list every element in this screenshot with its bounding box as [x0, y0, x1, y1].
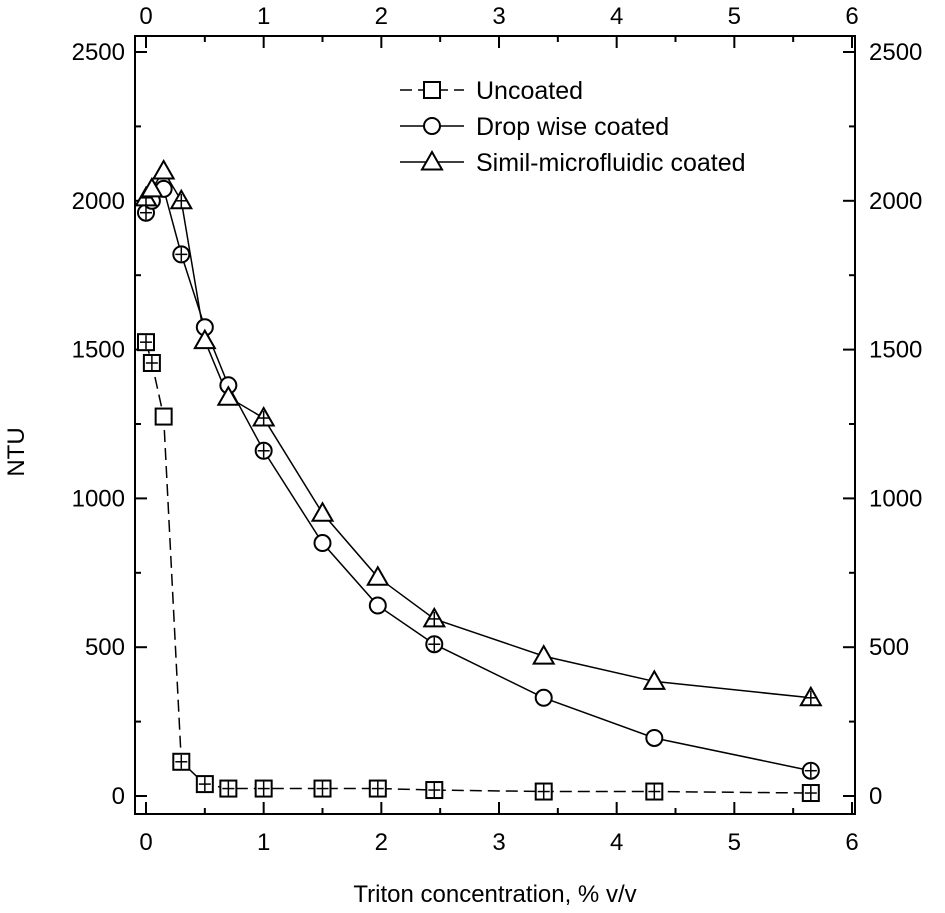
y-tick-label-right: 2500 [869, 39, 922, 66]
data-point [313, 779, 332, 798]
data-point [366, 565, 390, 586]
x-tick-label-top: 1 [257, 3, 270, 30]
data-point [645, 728, 664, 747]
data-point [254, 441, 273, 460]
x-tick-label-bottom: 2 [375, 829, 388, 856]
y-tick-label-left: 2500 [72, 39, 125, 66]
data-point [425, 635, 444, 654]
x-tick-label-bottom: 4 [610, 829, 623, 856]
data-point [140, 176, 164, 198]
triangle-marker [140, 176, 164, 198]
data-point [195, 775, 214, 794]
series-line-3 [145, 169, 811, 699]
legend: Uncoated Drop wise coated Simil-microfluid… [400, 77, 746, 177]
series-lines [145, 169, 811, 794]
x-tick-label-bottom: 5 [728, 829, 741, 856]
circle-marker [313, 534, 332, 553]
y-tick-label-right: 2000 [869, 188, 922, 215]
y-tick-label-right: 500 [869, 634, 909, 661]
data-point [801, 761, 820, 780]
circle-marker [423, 117, 441, 135]
y-tick-label-right: 1500 [869, 337, 922, 364]
y-tick-label-right: 0 [869, 783, 882, 810]
triangle-marker [420, 149, 444, 171]
series-markers [134, 159, 823, 803]
legend-label: Drop wise coated [476, 113, 669, 141]
data-point [151, 159, 176, 180]
data-point [169, 188, 194, 210]
x-tick-label-top: 5 [728, 3, 741, 30]
triangle-marker [531, 644, 556, 665]
data-point [422, 606, 447, 628]
data-point [310, 501, 335, 522]
circle-marker [368, 596, 387, 615]
triangle-marker [366, 565, 390, 586]
y-axis-title: NTU [3, 427, 30, 476]
legend-marker [423, 81, 441, 99]
data-point [172, 245, 191, 264]
y-tick-label-left: 500 [85, 634, 125, 661]
data-point [154, 407, 173, 426]
x-tick-label-bottom: 0 [139, 829, 152, 856]
data-point [799, 685, 823, 707]
circle-marker [645, 728, 664, 747]
data-point [313, 534, 332, 553]
data-point [801, 784, 820, 803]
data-point [645, 782, 664, 801]
x-tick-label-top: 2 [375, 3, 388, 30]
data-point [425, 781, 444, 800]
circle-marker [534, 688, 553, 707]
y-tick-label-left: 1500 [72, 337, 125, 364]
x-tick-label-top: 0 [139, 3, 152, 30]
triangle-marker [151, 159, 176, 180]
y-tick-label-left: 1000 [72, 485, 125, 512]
data-point [137, 333, 155, 352]
data-point [368, 779, 387, 798]
data-point [534, 688, 553, 707]
data-point [172, 752, 191, 771]
square-marker [423, 81, 441, 99]
data-point [251, 406, 276, 427]
triangle-marker [310, 501, 335, 522]
legend-label: Uncoated [476, 77, 583, 105]
data-point [642, 669, 667, 690]
x-tick-label-bottom: 3 [492, 829, 505, 856]
series-line-1 [145, 341, 811, 794]
square-marker [154, 407, 173, 426]
data-point [193, 328, 217, 350]
triangle-marker [193, 328, 217, 350]
data-point [368, 596, 387, 615]
x-tick-label-top: 6 [845, 3, 858, 30]
data-point [534, 782, 553, 801]
y-tick-label-left: 0 [112, 783, 125, 810]
data-point [142, 353, 161, 372]
triangle-marker [216, 385, 241, 406]
data-point [254, 779, 273, 798]
x-tick-label-bottom: 6 [845, 829, 858, 856]
series-line-2 [145, 187, 811, 772]
y-tick-label-right: 1000 [869, 485, 922, 512]
data-point [219, 779, 238, 798]
y-tick-label-left: 2000 [72, 188, 125, 215]
triangle-marker [642, 669, 667, 690]
x-tick-label-top: 3 [492, 3, 505, 30]
legend-marker [423, 117, 441, 135]
x-axis-title: Triton concentration, % v/v [353, 881, 636, 908]
legend-marker [420, 149, 444, 171]
x-tick-label-top: 4 [610, 3, 623, 30]
data-point [531, 644, 556, 665]
legend-label: Simil-microfluidic coated [476, 149, 746, 177]
data-point [216, 385, 241, 406]
x-tick-label-bottom: 1 [257, 829, 270, 856]
